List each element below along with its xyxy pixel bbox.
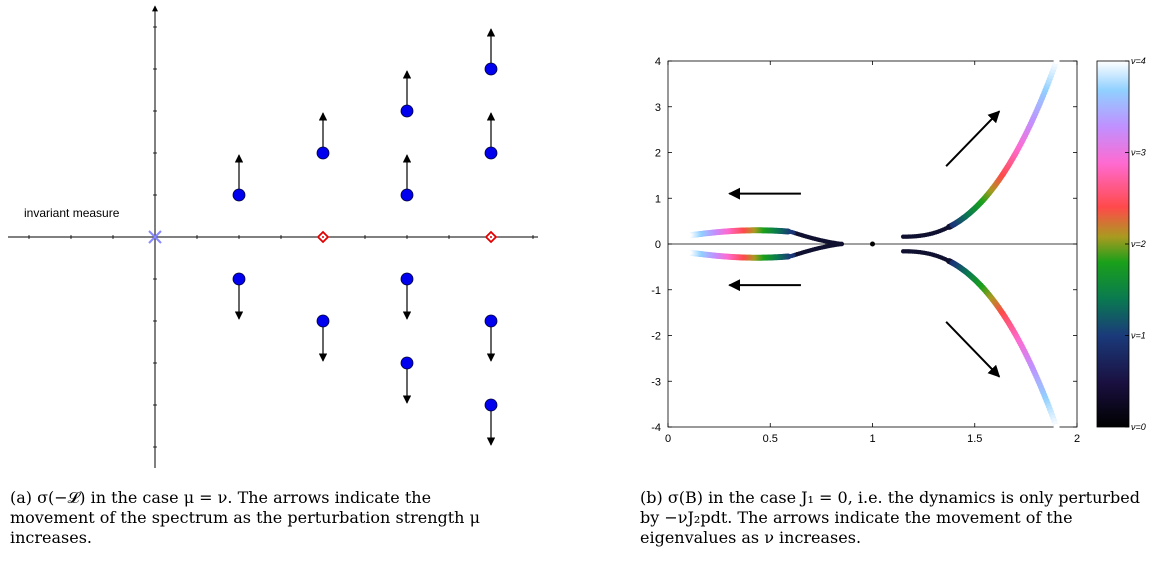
caption-a: (a) σ(−𝓛) in the case μ = ν. The arrows … bbox=[10, 488, 480, 547]
eigenvalue-branch bbox=[685, 227, 845, 247]
caption-b: (b) σ(B) in the case J₁ = 0, i.e. the dy… bbox=[640, 488, 1140, 547]
direction-arrow bbox=[945, 321, 1001, 378]
eigenvalue-point bbox=[316, 314, 330, 328]
eigenvalue-point bbox=[484, 398, 498, 412]
spectrum-diagram-a: invariant measure bbox=[8, 5, 538, 468]
colorbar bbox=[1096, 60, 1130, 428]
y-tick-label: -1 bbox=[651, 285, 661, 297]
x-tick-label: 1 bbox=[869, 433, 875, 445]
eigenvalue-dot bbox=[1053, 58, 1060, 64]
x-tick-label: 1.5 bbox=[967, 433, 982, 445]
eigenvalue-point bbox=[484, 146, 498, 160]
eigenvalue-diamond bbox=[484, 230, 498, 244]
eigenvalue-point bbox=[232, 188, 246, 202]
eigenvalue-point bbox=[232, 272, 246, 286]
y-tick-label: -4 bbox=[651, 422, 661, 434]
eigenvalue-dot bbox=[1053, 424, 1060, 430]
colorbar-label: ν=2 bbox=[1131, 239, 1146, 249]
x-tick-label: 0 bbox=[665, 433, 671, 445]
eigenvalue-point bbox=[400, 356, 414, 370]
eigenvalue-point bbox=[400, 272, 414, 286]
eigenvalue-point bbox=[316, 146, 330, 160]
x-tick-label: 0.5 bbox=[763, 433, 778, 445]
figure: invariant measure 0 0.5 1 1.5 2 -4 -3 -2 -1 0 1 2 3 4… bbox=[8, 5, 1146, 468]
y-tick-label: 3 bbox=[655, 102, 661, 114]
eigenvalue-plot-b: 0 0.5 1 1.5 2 -4 -3 -2 -1 0 1 2 3 4 ν=0 ν=1 ν=2 ν=3 ν=4 bbox=[651, 56, 1146, 445]
eigenvalue-diamond bbox=[316, 230, 330, 244]
y-tick-label: 1 bbox=[655, 193, 661, 205]
colorbar-label: ν=3 bbox=[1131, 148, 1146, 158]
invariant-measure-label: invariant measure bbox=[24, 206, 120, 220]
colorbar-label: ν=0 bbox=[1131, 422, 1146, 432]
center-eigenvalue bbox=[870, 241, 875, 247]
eigenvalue-point bbox=[400, 188, 414, 202]
eigenvalue-dot bbox=[685, 232, 692, 239]
eigenvalue-branch bbox=[900, 58, 1060, 239]
eigenvalue-point bbox=[400, 104, 414, 118]
eigenvalue-dot bbox=[685, 249, 692, 256]
y-tick-label: 4 bbox=[655, 56, 661, 68]
y-tick-label: 2 bbox=[655, 148, 661, 160]
colorbar-label: ν=4 bbox=[1131, 56, 1146, 66]
x-tick-label: 2 bbox=[1074, 433, 1080, 445]
y-tick-label: -3 bbox=[651, 376, 661, 388]
eigenvalue-point bbox=[484, 314, 498, 328]
eigenvalue-branch bbox=[685, 241, 845, 261]
y-tick-label: -2 bbox=[651, 331, 661, 343]
y-tick-label: 0 bbox=[655, 239, 661, 251]
eigenvalue-point bbox=[484, 62, 498, 76]
colorbar-label: ν=1 bbox=[1131, 331, 1146, 341]
direction-arrow bbox=[945, 110, 1001, 167]
eigenvalue-branch bbox=[900, 249, 1060, 430]
invariant-measure-cross bbox=[148, 230, 162, 244]
